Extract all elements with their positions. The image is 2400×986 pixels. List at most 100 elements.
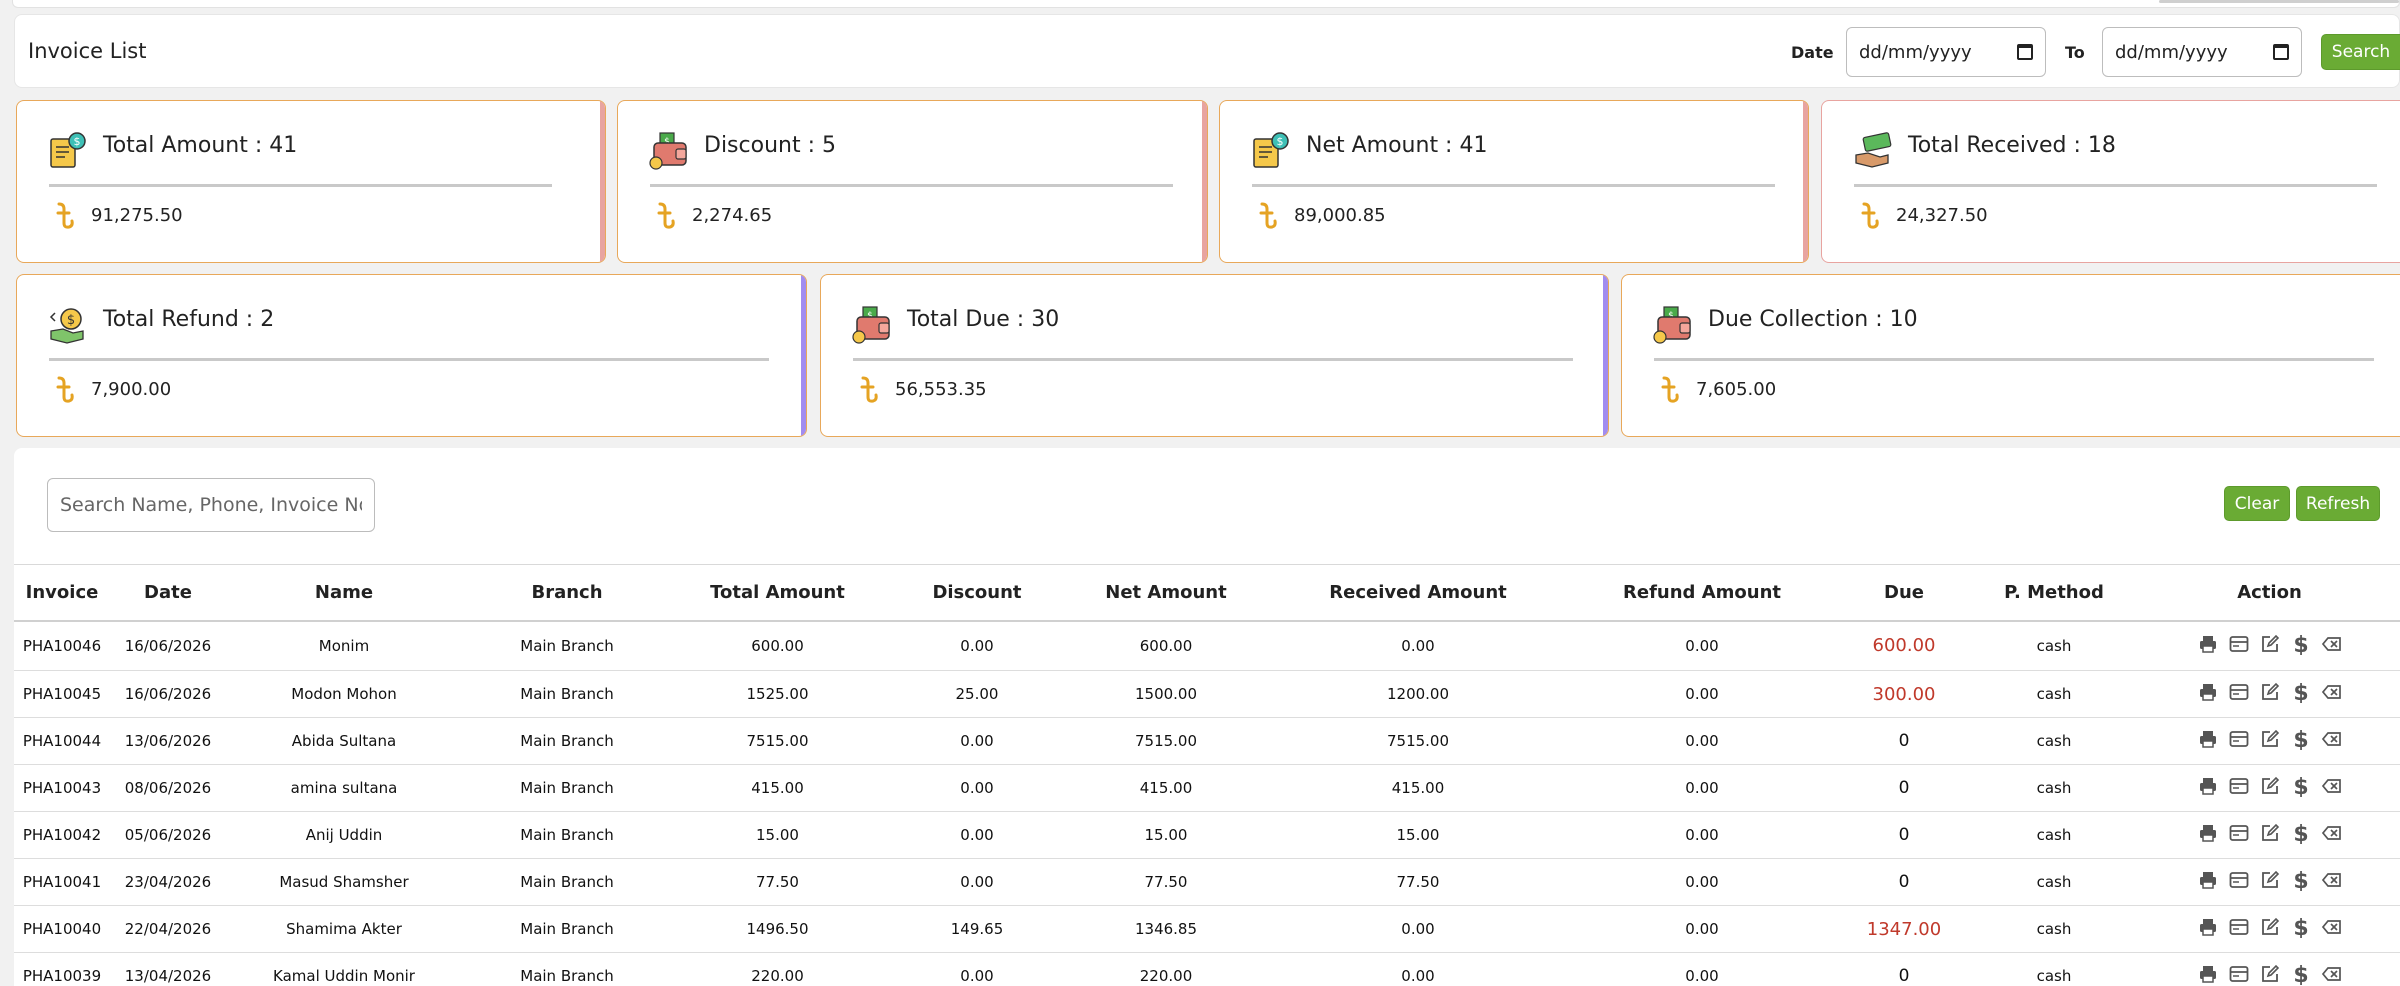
table-row[interactable]: PHA10046 16/06/2026 Monim Main Branch 600.00… [14, 620, 2400, 671]
cell-invoice: PHA10045 [14, 670, 110, 718]
delete-icon[interactable] [2321, 916, 2343, 942]
table-body: PHA10046 16/06/2026 Monim Main Branch 600.00… [14, 620, 2400, 986]
cell-refund: 0.00 [1575, 620, 1829, 671]
edit-icon[interactable] [2259, 775, 2281, 801]
table-row[interactable]: PHA10039 13/04/2026 Kamal Uddin Monir Main … [14, 952, 2400, 986]
column-header[interactable]: Due [1829, 564, 1979, 622]
receipt-icon[interactable] [2228, 916, 2250, 942]
card-accent [801, 275, 806, 436]
edit-icon[interactable] [2259, 963, 2281, 986]
delete-icon[interactable] [2321, 963, 2343, 986]
cell-method: cash [1979, 670, 2129, 718]
column-header[interactable]: Received Amount [1261, 564, 1575, 622]
delete-icon[interactable] [2321, 869, 2343, 895]
column-header[interactable]: Invoice [14, 564, 110, 622]
receipt-icon[interactable] [2228, 963, 2250, 986]
dollar-icon[interactable]: $ [2290, 633, 2312, 659]
cell-received: 7515.00 [1261, 717, 1575, 765]
column-header[interactable]: Discount [883, 564, 1071, 622]
edit-icon[interactable] [2259, 681, 2281, 707]
search-input[interactable] [47, 478, 375, 532]
table-row[interactable]: PHA10040 22/04/2026 Shamima Akter Main Bran… [14, 905, 2400, 953]
search-button[interactable]: Search [2321, 34, 2400, 70]
cell-net: 600.00 [1071, 620, 1261, 671]
column-header[interactable]: P. Method [1979, 564, 2129, 622]
print-icon[interactable] [2197, 916, 2219, 942]
print-icon[interactable] [2197, 822, 2219, 848]
dollar-icon[interactable]: $ [2290, 728, 2312, 754]
cell-name: amina sultana [226, 764, 462, 812]
delete-icon[interactable] [2321, 822, 2343, 848]
print-icon[interactable] [2197, 775, 2219, 801]
table-row[interactable]: PHA10042 05/06/2026 Anij Uddin Main Branch 1… [14, 811, 2400, 859]
date-to-input[interactable]: dd/mm/yyyy [2102, 27, 2302, 77]
dollar-icon[interactable]: $ [2290, 963, 2312, 986]
svg-text:$: $ [2293, 822, 2308, 844]
cell-branch: Main Branch [462, 905, 672, 953]
receipt-icon[interactable] [2228, 822, 2250, 848]
delete-icon[interactable] [2321, 633, 2343, 659]
edit-icon[interactable] [2259, 633, 2281, 659]
cell-branch: Main Branch [462, 620, 672, 671]
edit-icon[interactable] [2259, 916, 2281, 942]
receipt-icon[interactable] [2228, 869, 2250, 895]
receipt-icon[interactable] [2228, 728, 2250, 754]
print-icon[interactable] [2197, 963, 2219, 986]
edit-icon[interactable] [2259, 728, 2281, 754]
cell-refund: 0.00 [1575, 905, 1829, 953]
cell-refund: 0.00 [1575, 952, 1829, 986]
column-header[interactable]: Refund Amount [1575, 564, 1829, 622]
card-amount: 56,553.35 [895, 379, 987, 400]
column-header[interactable]: Net Amount [1071, 564, 1261, 622]
column-header[interactable]: Branch [462, 564, 672, 622]
invoice-dollar-icon: $ [1250, 131, 1292, 171]
print-icon[interactable] [2197, 681, 2219, 707]
taka-icon [55, 375, 75, 405]
print-icon[interactable] [2197, 728, 2219, 754]
delete-icon[interactable] [2321, 728, 2343, 754]
card-amount: 89,000.85 [1294, 205, 1386, 226]
cell-date: 05/06/2026 [110, 811, 226, 859]
svg-text:$: $ [1668, 311, 1674, 321]
cell-date: 23/04/2026 [110, 858, 226, 906]
svg-text:$: $ [2293, 681, 2308, 703]
column-header[interactable]: Name [226, 564, 462, 622]
cell-actions: $ [2129, 952, 2400, 986]
date-from-input[interactable]: dd/mm/yyyy [1846, 27, 2046, 77]
table-row[interactable]: PHA10041 23/04/2026 Masud Shamsher Main Bra… [14, 858, 2400, 906]
column-header[interactable]: Date [110, 564, 226, 622]
column-header[interactable]: Action [2129, 564, 2400, 622]
receipt-icon[interactable] [2228, 775, 2250, 801]
invoice-dollar-icon: $ [47, 131, 89, 171]
card-amount: 7,605.00 [1696, 379, 1777, 400]
dollar-icon[interactable]: $ [2290, 916, 2312, 942]
card-divider [650, 184, 1173, 187]
cell-method: cash [1979, 717, 2129, 765]
calendar-icon[interactable] [2273, 44, 2289, 60]
delete-icon[interactable] [2321, 681, 2343, 707]
cell-refund: 0.00 [1575, 717, 1829, 765]
dollar-icon[interactable]: $ [2290, 822, 2312, 848]
svg-text:$: $ [2293, 916, 2308, 938]
dollar-icon[interactable]: $ [2290, 681, 2312, 707]
column-header[interactable]: Total Amount [672, 564, 883, 622]
cell-discount: 25.00 [883, 670, 1071, 718]
receipt-icon[interactable] [2228, 681, 2250, 707]
table-row[interactable]: PHA10045 16/06/2026 Modon Mohon Main Branch… [14, 670, 2400, 718]
print-icon[interactable] [2197, 633, 2219, 659]
table-row[interactable]: PHA10044 13/06/2026 Abida Sultana Main Bran… [14, 717, 2400, 765]
print-icon[interactable] [2197, 869, 2219, 895]
calendar-icon[interactable] [2017, 44, 2033, 60]
summary-card: $ Net Amount : 41 89,000.85 [1219, 100, 1809, 263]
scroll-thumb[interactable] [2159, 0, 2399, 3]
delete-icon[interactable] [2321, 775, 2343, 801]
dollar-icon[interactable]: $ [2290, 869, 2312, 895]
edit-icon[interactable] [2259, 822, 2281, 848]
dollar-icon[interactable]: $ [2290, 775, 2312, 801]
table-row[interactable]: PHA10043 08/06/2026 amina sultana Main Bran… [14, 764, 2400, 812]
edit-icon[interactable] [2259, 869, 2281, 895]
cell-invoice: PHA10041 [14, 858, 110, 906]
receipt-icon[interactable] [2228, 633, 2250, 659]
refresh-button[interactable]: Refresh [2296, 486, 2380, 521]
clear-button[interactable]: Clear [2224, 486, 2290, 521]
